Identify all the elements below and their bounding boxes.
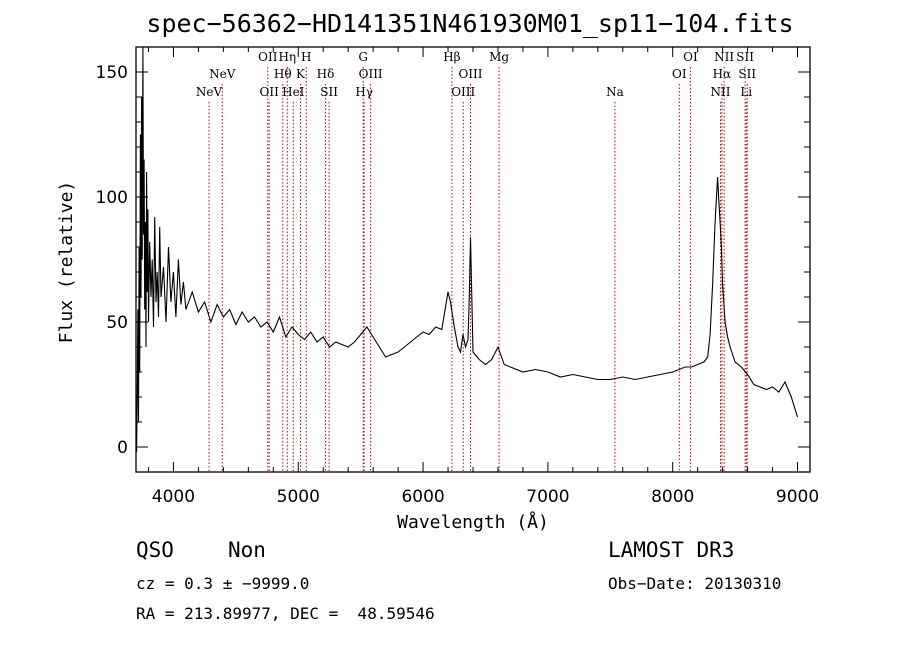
x-axis-label: Wavelength (Å) bbox=[397, 511, 549, 533]
spectrum-line bbox=[135, 46, 799, 453]
y-tick-label: 0 bbox=[117, 438, 128, 458]
emission-line-label-16: OIII bbox=[458, 67, 482, 81]
emission-line-label-19: OI bbox=[672, 67, 687, 81]
y-axis-ticks: 0 50 100 150 bbox=[96, 46, 810, 473]
emission-line-label-10: SII bbox=[320, 85, 338, 99]
emission-line-label-12: Hγ bbox=[355, 85, 373, 99]
x-tick-label: 6000 bbox=[401, 487, 444, 507]
emission-line-label-21: NII bbox=[711, 85, 731, 99]
survey-label: LAMOST DR3 bbox=[608, 538, 735, 562]
object-subclass: Non bbox=[228, 538, 266, 562]
emission-line-label-8: H bbox=[301, 50, 311, 64]
emission-line-label-14: Hβ bbox=[443, 50, 460, 64]
y-tick-label: 150 bbox=[96, 63, 128, 83]
emission-line-label-22: Hα bbox=[713, 67, 732, 81]
obs-date-text: Obs−Date: 20130310 bbox=[608, 574, 782, 593]
emission-line-label-5: Hη bbox=[278, 50, 296, 64]
x-tick-label: 5000 bbox=[277, 487, 320, 507]
emission-line-label-15: OIII bbox=[451, 85, 475, 99]
emission-line-label-2: OII bbox=[258, 50, 278, 64]
emission-line-label-24: SII bbox=[736, 50, 754, 64]
emission-line-label-25: SII bbox=[738, 67, 756, 81]
emission-lines bbox=[208, 67, 748, 472]
emission-line-label-9: Hδ bbox=[317, 67, 335, 81]
emission-line-label-20: OI bbox=[683, 50, 698, 64]
x-tick-label: 4000 bbox=[152, 487, 195, 507]
emission-line-label-6: HeI bbox=[282, 85, 305, 99]
emission-line-label-0: NeV bbox=[196, 85, 223, 99]
x-tick-label: 8000 bbox=[651, 487, 694, 507]
emission-line-label-23: NII bbox=[714, 50, 734, 64]
emission-line-label-7: K bbox=[296, 67, 306, 81]
x-axis-ticks: 4000 5000 6000 7000 8000 9000 bbox=[147, 47, 819, 507]
object-class: QSO bbox=[136, 538, 174, 562]
y-tick-label: 50 bbox=[106, 313, 128, 333]
emission-line-label-17: Mg bbox=[489, 50, 509, 64]
emission-line-label-26: Li bbox=[740, 85, 752, 99]
emission-line-label-11: G bbox=[358, 50, 368, 64]
y-axis-label: Flux (relative) bbox=[56, 181, 77, 344]
coordinates-text: RA = 213.89977, DEC = 48.59546 bbox=[136, 604, 435, 623]
chart-title: spec−56362−HD141351N461930M01_sp11−104.f… bbox=[146, 9, 793, 38]
plot-frame bbox=[135, 46, 811, 473]
emission-line-label-3: OII bbox=[260, 85, 280, 99]
x-tick-label: 7000 bbox=[526, 487, 569, 507]
emission-line-label-18: Na bbox=[606, 85, 624, 99]
x-tick-label: 9000 bbox=[776, 487, 819, 507]
emission-line-label-4: Hθ bbox=[274, 67, 292, 81]
emission-line-labels: NeV NeV OII OII Hθ Hη HeI KH Hδ SII G Hγ OIII Hβ OIII O… bbox=[196, 50, 756, 99]
emission-line-label-1: NeV bbox=[209, 67, 236, 81]
y-tick-label: 100 bbox=[96, 188, 128, 208]
redshift-text: cz = 0.3 ± −9999.0 bbox=[136, 574, 310, 593]
emission-line-label-13: OIII bbox=[359, 67, 383, 81]
